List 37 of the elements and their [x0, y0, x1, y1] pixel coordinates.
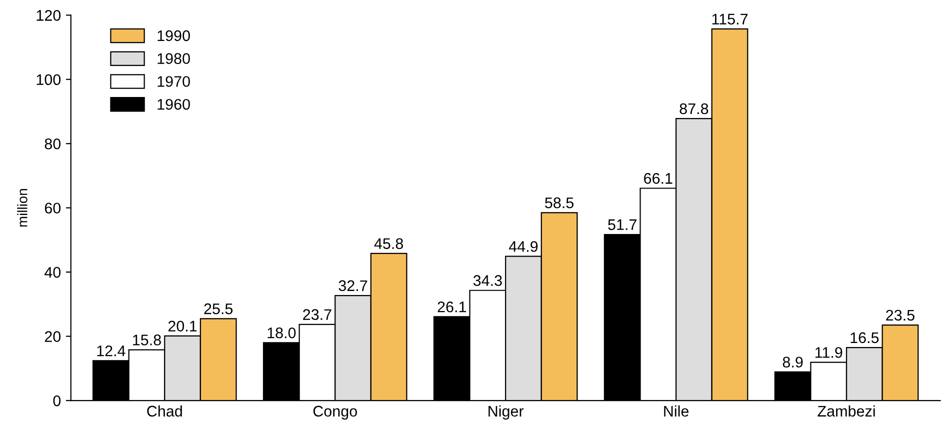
text: 12.4 — [97, 345, 126, 356]
text: 11.9 — [815, 347, 842, 358]
text: 115.7 — [712, 14, 748, 25]
y-axis-title: million — [17, 189, 28, 227]
legend-label: 1970 — [158, 76, 190, 87]
x-tick-label: Zambezi — [818, 405, 875, 417]
text: 34.3 — [473, 275, 502, 286]
text: 15.8 — [133, 334, 161, 346]
legend-label: 1980 — [158, 53, 190, 64]
y-tick-label: 0 — [53, 395, 61, 406]
legend-label: 1990 — [158, 30, 190, 42]
x-tick-label: Nile — [664, 405, 689, 417]
text: 44.9 — [508, 241, 538, 252]
text: 58.5 — [545, 197, 574, 208]
text: 25.5 — [204, 303, 233, 314]
y-tick-label: 100 — [36, 74, 61, 86]
text: 26.1 — [438, 301, 466, 312]
text: 32.7 — [338, 280, 368, 292]
text: 20.1 — [168, 320, 197, 332]
text: 23.7 — [303, 309, 332, 320]
text: 8.9 — [782, 356, 803, 368]
y-tick-label: 80 — [44, 138, 61, 150]
y-tick-label: 60 — [44, 202, 61, 214]
x-tick-label: Niger — [488, 405, 524, 420]
y-tick-label: 20 — [44, 331, 61, 342]
y-tick-label: 40 — [44, 266, 61, 278]
text: 18.0 — [268, 327, 296, 338]
legend-label: 1960 — [158, 98, 190, 110]
text: 45.8 — [374, 238, 404, 250]
text: 23.5 — [886, 310, 914, 321]
y-tick-label: 120 — [36, 10, 61, 21]
x-tick-label: Congo — [313, 406, 357, 420]
text: 66.1 — [644, 173, 672, 184]
text: 87.8 — [680, 103, 708, 114]
text: 16.5 — [850, 332, 879, 344]
text: 51.7 — [608, 219, 636, 230]
x-tick-label: Chad — [147, 405, 182, 417]
